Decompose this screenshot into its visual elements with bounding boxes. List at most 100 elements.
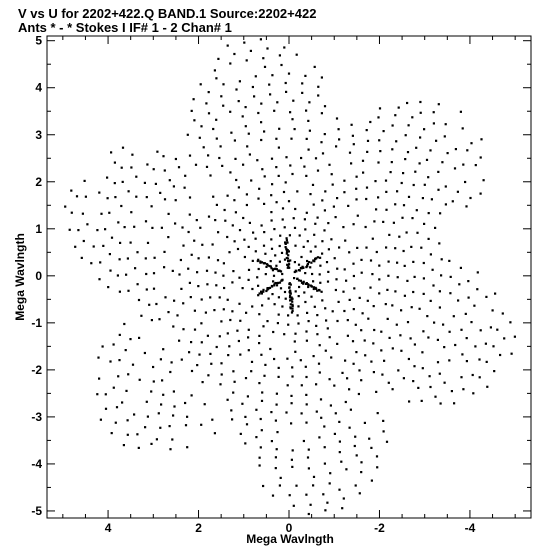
uv-point — [323, 446, 326, 449]
uv-point — [317, 94, 320, 97]
uv-point — [229, 110, 232, 113]
uv-point — [237, 186, 240, 189]
uv-point — [130, 166, 133, 169]
uv-point — [423, 222, 426, 225]
uv-point — [421, 197, 424, 200]
uv-point — [347, 204, 350, 207]
uv-point — [493, 370, 496, 373]
uv-point — [364, 354, 367, 357]
uv-point — [289, 111, 292, 114]
uv-point — [81, 212, 84, 215]
uv-point — [312, 280, 315, 283]
uv-point — [180, 358, 183, 361]
uv-point — [136, 433, 139, 436]
uv-point — [348, 298, 351, 301]
uv-point — [179, 258, 182, 262]
uv-point — [348, 251, 351, 254]
uv-point — [90, 262, 93, 265]
uv-point — [213, 432, 216, 435]
uv-point — [365, 246, 368, 249]
uv-point — [344, 400, 347, 404]
uv-point — [215, 345, 218, 349]
uv-point — [237, 339, 240, 343]
uv-point — [260, 121, 263, 124]
uv-point — [395, 140, 398, 143]
uv-point — [360, 471, 363, 474]
uv-point — [320, 290, 323, 293]
uv-point — [459, 266, 462, 269]
uv-point — [200, 341, 203, 344]
uv-point — [391, 388, 394, 391]
uv-point — [241, 402, 244, 405]
uv-point — [187, 230, 190, 234]
uv-point — [309, 250, 312, 253]
uv-point — [315, 410, 318, 413]
uv-point — [496, 328, 499, 331]
uv-point — [291, 300, 294, 303]
uv-point — [275, 137, 278, 140]
uv-point — [279, 270, 283, 273]
uv-point — [305, 109, 308, 112]
uv-point — [290, 137, 293, 140]
uv-point — [236, 329, 239, 332]
uv-point — [257, 294, 260, 297]
x-tick-label: 2 — [195, 521, 202, 535]
uv-point — [220, 373, 223, 376]
uv-point — [415, 146, 418, 149]
uv-point — [387, 274, 390, 277]
uv-point — [108, 211, 111, 214]
uv-point — [238, 276, 241, 279]
uv-point — [161, 379, 164, 382]
uv-point — [456, 190, 459, 193]
uv-point — [312, 355, 315, 358]
uv-point — [270, 247, 274, 250]
uv-point — [283, 258, 287, 261]
uv-point — [195, 219, 198, 222]
uv-point — [229, 171, 232, 174]
uv-point — [275, 201, 278, 204]
uv-point — [278, 54, 281, 57]
uv-point — [392, 221, 395, 224]
uv-point — [346, 377, 349, 380]
uv-point — [467, 296, 470, 299]
uv-point — [289, 307, 292, 310]
uv-point — [407, 195, 411, 198]
uv-point — [124, 349, 127, 352]
uv-point — [510, 352, 513, 355]
uv-point — [292, 99, 295, 102]
uv-point — [245, 193, 248, 196]
plot-subtitle: Ants * - * Stokes I IF# 1 - 2 Chan# 1 — [18, 20, 232, 35]
uv-point — [99, 418, 102, 421]
uv-point — [387, 260, 390, 263]
uv-point — [173, 405, 176, 408]
uv-point — [207, 215, 211, 218]
uv-point — [360, 271, 363, 274]
uv-point — [405, 231, 408, 234]
uv-point — [307, 320, 310, 323]
uv-point — [413, 365, 416, 368]
uv-point — [223, 286, 226, 290]
uv-point — [283, 46, 286, 49]
uv-point — [288, 263, 291, 266]
uv-point — [422, 261, 425, 265]
uv-point — [228, 345, 231, 348]
uv-point — [256, 159, 259, 162]
uv-point — [229, 318, 232, 322]
uv-point — [230, 131, 233, 134]
uv-point — [372, 371, 375, 374]
uv-point — [290, 458, 293, 461]
uv-point — [378, 292, 381, 295]
uv-point — [233, 240, 236, 243]
uv-point — [168, 425, 171, 428]
uv-point — [314, 222, 317, 225]
uv-point — [207, 256, 210, 259]
uv-point — [290, 298, 293, 301]
uv-point — [270, 157, 274, 160]
uv-point — [402, 172, 405, 175]
uv-point — [80, 256, 83, 259]
uv-point — [479, 329, 482, 332]
uv-point — [437, 188, 440, 191]
uv-point — [205, 102, 208, 105]
uv-point — [201, 243, 204, 246]
uv-point — [346, 334, 349, 337]
